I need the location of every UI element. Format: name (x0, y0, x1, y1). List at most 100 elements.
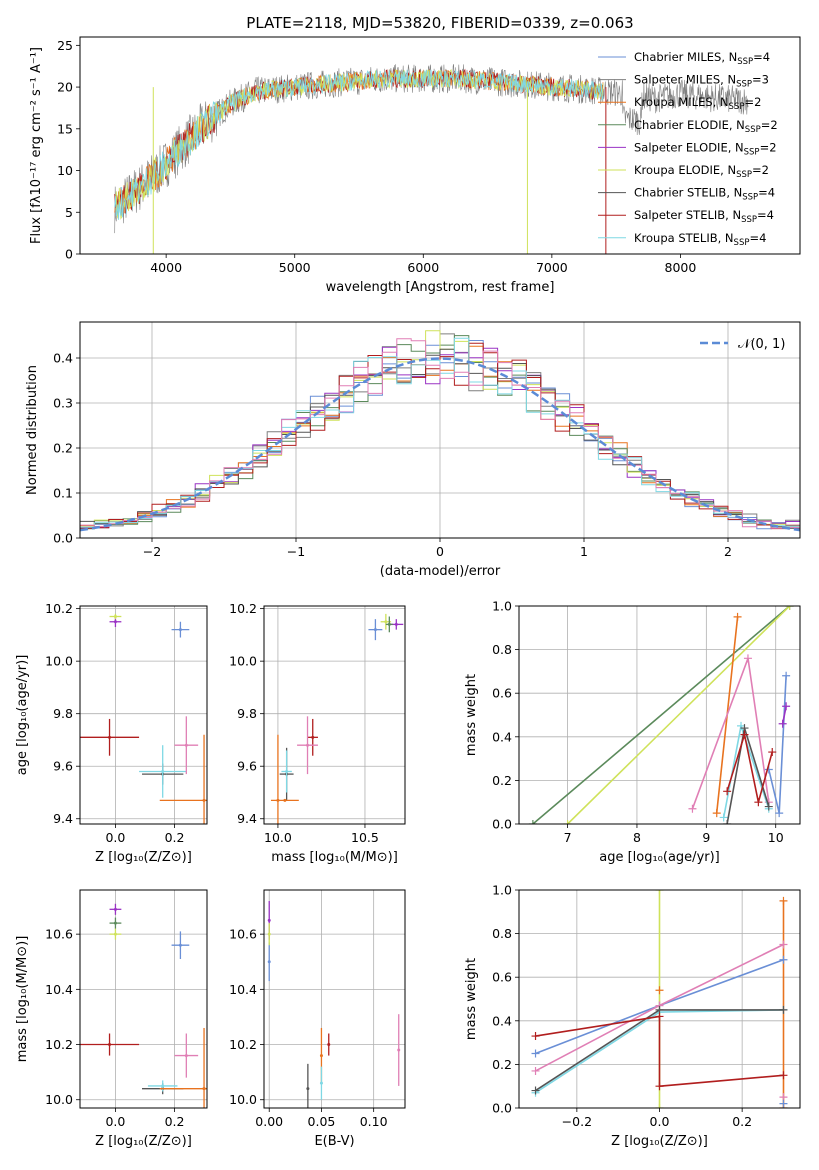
axes-frame (518, 605, 801, 825)
y-tick-label: 1.0 (492, 883, 512, 898)
y-tick-label: 10.6 (45, 927, 73, 942)
x-tick-label: 0.0 (105, 830, 125, 845)
plus-marker (779, 1071, 788, 1080)
legend-entry: Kroupa ELODIE, NSSP=2 (634, 163, 769, 180)
data-point (161, 1084, 165, 1088)
y-tick-label: 0.2 (53, 441, 73, 456)
y-tick-label: 0.0 (53, 531, 73, 546)
data-point (306, 1087, 310, 1091)
data-point (327, 1043, 331, 1047)
data-point (387, 622, 391, 626)
x-tick-label: 7000 (536, 260, 568, 275)
data-point (202, 1087, 206, 1091)
y-tick-label: 0.2 (492, 773, 512, 788)
x-tick-label: 10.5 (351, 830, 379, 845)
axes-frame (79, 889, 208, 1109)
plot-area (528, 606, 794, 824)
plus-marker (655, 986, 664, 995)
data-point (397, 1048, 401, 1052)
x-tick-label: 6000 (407, 260, 439, 275)
data-point (283, 798, 287, 802)
plus-marker (779, 896, 788, 905)
y-tick-label: 25 (57, 38, 73, 53)
axes-frame (263, 889, 406, 1109)
data-point (384, 620, 388, 624)
y-tick-label: 10.4 (229, 982, 257, 997)
y-tick-label: 10.4 (45, 982, 73, 997)
y-tick-label: 15 (57, 121, 73, 136)
legend-entry: Salpeter MILES, NSSP=3 (634, 73, 769, 90)
y-tick-label: 10.0 (229, 654, 257, 669)
plus-marker (782, 671, 791, 680)
x-axis-label: E(B-V) (314, 1134, 354, 1149)
y-axis-label: mass weight (464, 958, 479, 1040)
axes-massweight-vs-age: 7 8 9 10 0.0 0.2 0.4 0.6 0.8 1.0 age [log₁₀(age/yr… (464, 599, 801, 865)
data-point (161, 769, 165, 773)
model-spectrum-kroupa_stelib (114, 69, 604, 220)
gaussian-curve (80, 357, 800, 532)
x-tick-label: −2 (143, 544, 161, 559)
x-tick-label: 10 (768, 830, 784, 845)
data-point (108, 1043, 112, 1047)
plus-marker (779, 1005, 788, 1014)
y-axis-label: Flux [fλ10⁻¹⁷ erg cm⁻² s⁻¹ A⁻¹] (29, 47, 44, 244)
y-tick-label: 9.8 (237, 706, 257, 721)
plot-area (80, 903, 207, 1108)
x-tick-label: 0.2 (165, 830, 185, 845)
data-point (113, 907, 117, 911)
legend-entry: Chabrier MILES, NSSP=4 (634, 50, 770, 67)
x-tick-label: 10.0 (264, 830, 292, 845)
axes-age-vs-mass: 10.0 10.5 9.4 9.6 9.8 10.0 10.2 mass [log₁₀(M/M… (229, 601, 406, 865)
y-tick-label: 0.6 (492, 970, 512, 985)
plus-marker (743, 654, 752, 663)
data-point (285, 769, 289, 773)
y-tick-label: 10.2 (45, 1037, 73, 1052)
plus-marker (531, 1086, 540, 1095)
y-tick-label: 10.6 (229, 927, 257, 942)
plot-area (114, 64, 749, 254)
data-point (267, 960, 271, 964)
y-tick-label: 10.2 (229, 1037, 257, 1052)
y-tick-label: 9.8 (53, 706, 73, 721)
x-tick-label: 8000 (665, 260, 697, 275)
series-line-chabrier_stelib (726, 727, 770, 824)
plus-marker (723, 820, 732, 824)
x-tick-label: 0.10 (360, 1114, 388, 1129)
y-tick-label: 0.0 (492, 817, 512, 832)
legend-entry: Salpeter ELODIE, NSSP=2 (634, 140, 777, 157)
y-tick-label: 9.6 (237, 759, 257, 774)
histogram-step-chabrier_stelib (80, 348, 800, 529)
plus-marker (719, 813, 728, 822)
y-tick-label: 0.3 (53, 396, 73, 411)
axes-mass-vs-ebv: 0.00 0.05 0.10 10.0 10.2 10.4 10.6 E(B-V) (229, 889, 406, 1149)
axes-massweight-vs-Z: −0.2 0.0 0.2 0.0 0.2 0.4 0.6 0.8 1.0 Z [log₁₀(Z/Z… (464, 883, 801, 1149)
x-tick-label: 9 (702, 830, 710, 845)
series-line-kroupa_elodie (567, 606, 791, 824)
series-line-chabrier_miles (768, 675, 787, 814)
x-tick-label: 5000 (279, 260, 311, 275)
axes-frame (79, 36, 801, 255)
axes-spectrum: 4000 5000 6000 7000 8000 0 5 10 15 20 25 wavelength… (29, 36, 801, 295)
x-axis-label: wavelength [Angstrom, rest frame] (326, 280, 555, 295)
y-tick-label: 0.2 (492, 1057, 512, 1072)
plus-marker (655, 1104, 664, 1108)
x-tick-label: 0.05 (308, 1114, 336, 1129)
histogram-step-pink (80, 338, 800, 529)
plus-marker (531, 1066, 540, 1075)
legend-entry: 𝒩(0, 1) (738, 337, 785, 352)
plot-area (80, 330, 800, 532)
legend-entry: Kroupa STELIB, NSSP=4 (634, 231, 766, 248)
plus-marker (754, 798, 763, 807)
y-tick-label: 0.6 (492, 686, 512, 701)
plus-marker (655, 890, 664, 894)
plus-marker (563, 820, 572, 824)
plot-area (531, 890, 788, 1108)
series-line-salpeter_stelib (726, 734, 773, 803)
y-tick-label: 9.6 (53, 759, 73, 774)
x-tick-label: 1 (580, 544, 588, 559)
legend-entry: Chabrier STELIB, NSSP=4 (634, 186, 775, 203)
data-point (113, 921, 117, 925)
y-tick-label: 10.2 (229, 601, 257, 616)
y-tick-label: 0.4 (492, 1013, 512, 1028)
x-tick-label: −0.2 (562, 1114, 592, 1129)
